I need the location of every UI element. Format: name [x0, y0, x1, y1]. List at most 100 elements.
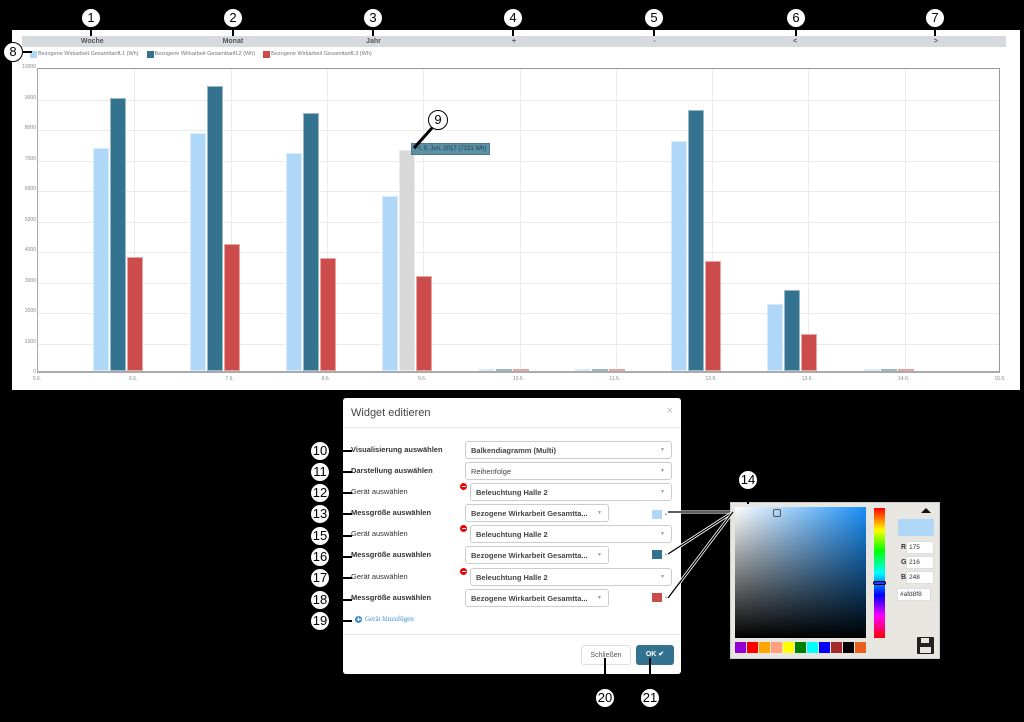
close-button[interactable]: Schließen	[581, 645, 631, 665]
palette-color[interactable]	[819, 642, 830, 653]
display-select[interactable]: Reihenfolge ▼	[465, 462, 672, 480]
gridline	[38, 99, 999, 101]
bar[interactable]	[285, 152, 302, 371]
bar[interactable]	[897, 369, 914, 371]
palette-color[interactable]	[759, 642, 770, 653]
legend-item-l3[interactable]: Bezogene Wirkarbeit GesamttarifL3 (Wh)	[263, 50, 372, 58]
palette-color[interactable]	[855, 642, 866, 653]
previous-button[interactable]: <	[793, 38, 798, 45]
remove-device-icon[interactable]	[460, 483, 467, 490]
week-button[interactable]: Woche	[80, 38, 104, 45]
legend-item-l1[interactable]: Bezogene Wirkarbeit GesamttarifL1 (Wh)	[30, 50, 139, 58]
palette-color[interactable]	[795, 642, 806, 653]
bar[interactable]	[93, 148, 110, 371]
bar[interactable]	[591, 369, 608, 371]
device-row-3: Gerät auswählen Beleuchtung Halle 2 ▼	[343, 568, 681, 588]
ok-button[interactable]: OK ✔	[636, 645, 674, 665]
bar[interactable]	[319, 258, 336, 371]
bar[interactable]	[223, 244, 240, 371]
zoom-in-button[interactable]: +	[511, 38, 517, 45]
callout-line	[23, 51, 32, 53]
callout-number: 14	[738, 470, 758, 490]
palette-color[interactable]	[771, 642, 782, 653]
g-input[interactable]: 216	[906, 556, 934, 569]
color-swatch-l3[interactable]	[652, 593, 662, 602]
bar[interactable]	[478, 369, 495, 371]
gridline	[38, 313, 999, 314]
measure-select-3[interactable]: Bezogene Wirkarbeit Gesamtta... ▼	[465, 589, 609, 607]
bar[interactable]	[512, 369, 529, 371]
bar[interactable]	[671, 140, 688, 371]
hex-input[interactable]: #afd8f8	[897, 588, 931, 601]
chevron-down-icon[interactable]: ▼	[664, 552, 668, 557]
device-select-2[interactable]: Beleuchtung Halle 2 ▼	[470, 525, 672, 543]
zoom-out-button[interactable]: -	[653, 38, 656, 45]
bar[interactable]	[206, 85, 223, 371]
bar[interactable]	[784, 290, 801, 371]
chart-navigation-bar: Woche Monat Jahr + - < >	[22, 36, 1006, 47]
remove-device-icon[interactable]	[460, 525, 467, 532]
b-label: B	[901, 574, 907, 581]
b-input[interactable]: 248	[906, 571, 934, 584]
color-swatch-l1[interactable]	[652, 510, 662, 519]
color-swatch-l2[interactable]	[652, 550, 662, 559]
palette-color[interactable]	[747, 642, 758, 653]
measure-select-1[interactable]: Bezogene Wirkarbeit Gesamtta... ▼	[465, 504, 609, 522]
add-device-link[interactable]: Gerät hinzufügen	[355, 615, 414, 623]
y-tick-label: 2000	[24, 308, 36, 314]
chevron-down-icon: ▼	[597, 510, 602, 516]
bar[interactable]	[110, 98, 127, 371]
bar[interactable]	[127, 256, 144, 371]
palette-color[interactable]	[735, 642, 746, 653]
bar[interactable]	[574, 369, 591, 371]
palette-color[interactable]	[783, 642, 794, 653]
callout-number: 21	[640, 688, 660, 708]
bar[interactable]	[399, 150, 416, 371]
device-select-3[interactable]: Beleuchtung Halle 2 ▼	[470, 568, 672, 586]
bar[interactable]	[416, 276, 433, 371]
measure-select-2[interactable]: Bezogene Wirkarbeit Gesamtta... ▼	[465, 546, 609, 564]
gridline	[38, 343, 999, 345]
chevron-down-icon[interactable]: ▼	[664, 595, 668, 600]
visualization-select[interactable]: Balkendiagramm (Multi) ▼	[465, 441, 672, 459]
bar[interactable]	[767, 303, 784, 371]
measure-value: Bezogene Wirkarbeit Gesamtta...	[471, 509, 588, 518]
next-button[interactable]: >	[933, 38, 938, 45]
remove-device-icon[interactable]	[460, 568, 467, 575]
year-button[interactable]: Jahr	[366, 38, 381, 45]
chevron-down-icon: ▼	[660, 468, 665, 474]
bar[interactable]	[863, 369, 880, 371]
bar[interactable]	[705, 261, 722, 371]
palette-color[interactable]	[831, 642, 842, 653]
bar[interactable]	[495, 369, 512, 371]
palette-color[interactable]	[843, 642, 854, 653]
device-select-1[interactable]: Beleuchtung Halle 2 ▼	[470, 483, 672, 501]
saturation-value-area[interactable]	[735, 507, 866, 638]
hue-slider[interactable]	[873, 508, 886, 638]
chevron-down-icon[interactable]: ▼	[664, 512, 668, 517]
r-input[interactable]: 175	[906, 541, 934, 554]
bar[interactable]	[801, 334, 818, 371]
callout-line	[330, 450, 352, 452]
saturation-handle[interactable]	[773, 509, 781, 517]
close-icon[interactable]: ×	[666, 405, 673, 417]
bar[interactable]	[608, 369, 625, 371]
collapse-triangle-icon[interactable]	[921, 508, 931, 513]
hue-handle[interactable]	[873, 581, 886, 585]
palette-color[interactable]	[807, 642, 818, 653]
x-tick-label: 7.6.	[225, 376, 234, 382]
gridline	[615, 69, 617, 371]
bar[interactable]	[189, 133, 206, 371]
month-button[interactable]: Monat	[222, 38, 244, 45]
bar[interactable]	[302, 113, 319, 371]
callout-number: 17	[310, 568, 330, 588]
bar[interactable]	[880, 369, 897, 371]
bar[interactable]	[688, 110, 705, 371]
display-row: Darstellung auswählen Reihenfolge ▼	[343, 462, 681, 482]
save-icon[interactable]	[917, 637, 934, 654]
chart-panel	[12, 30, 1020, 390]
legend-item-l2[interactable]: Bezogene Wirkarbeit GesamttarifL2 (Wh)	[146, 50, 255, 58]
bar[interactable]	[382, 195, 399, 371]
callout-number: 5	[644, 8, 664, 28]
